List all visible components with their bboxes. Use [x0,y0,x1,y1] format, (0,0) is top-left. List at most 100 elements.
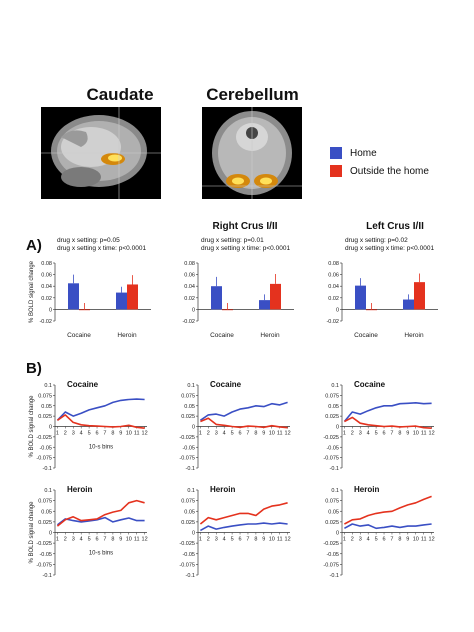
line-chart-2-series-line [199,401,288,421]
line-chart-4-y-tick-label: 0 [49,531,52,537]
bar-chart-1-category-label: Cocaine [67,332,91,339]
line-chart-6-y-tick-label: 0 [336,531,339,537]
bar-chart-3-y-tick-label: 0.08 [328,261,339,267]
bar-chart-1-y-tick-label: -0.02 [39,319,52,325]
line-chart-3-x-tick-label: 7 [390,431,393,437]
line-chart-3-x-tick-label: 8 [398,431,401,437]
bar-chart-1-y-tick-label: 0.08 [41,261,52,267]
line-chart-3-series-line [344,416,432,429]
line-chart-3-y-tick-label: 0.075 [325,393,339,399]
line-chart-3-y-tick-label: -0.05 [326,445,339,451]
line-chart-3-y-tick-label: -0.1 [330,466,339,472]
line-chart-5-x-tick-label: 5 [231,537,234,543]
line-chart-4-x-tick-label: 3 [72,537,75,543]
line-chart-5-series-line [199,502,288,525]
line-chart-5-y-tick-label: 0.1 [187,488,195,494]
line-chart-1-y-tick-label: 0.1 [44,383,52,389]
legend-outside-swatch [330,165,342,177]
bar-chart-2-y-tick-label: 0.06 [184,273,195,279]
line-chart-6-x-tick-label: 11 [421,537,427,543]
line-chart-2-y-tick-label: 0 [192,425,195,431]
left-crus-stats: drug x setting: p=0.02 drug x setting x … [345,237,434,253]
caudate-stats-line2: drug x setting x time: p<0.0001 [57,245,147,252]
line-chart-2-x-tick-label: 5 [231,431,234,437]
line-chart-2-y-tick-label: 0.025 [181,414,195,420]
line-chart-5-y-tick-label: -0.025 [179,541,195,547]
line-chart-4-y-tick-label: -0.025 [36,541,52,547]
line-chart-1-x-label: 10-s bins [89,445,113,451]
line-chart-4-series-line [56,516,145,526]
line-chart-3-y-tick-label: 0.05 [328,404,339,410]
line-chart-6-x-tick-label: 5 [375,537,378,543]
line-chart-4-y-tick-label: 0.075 [38,499,52,505]
line-chart-1-x-tick-label: 2 [64,431,67,437]
bar-chart-1-y-tick-label: 0.02 [41,296,52,302]
line-chart-4-x-tick-label: 4 [80,537,83,543]
caudate-title: Caudate [86,85,154,104]
line-chart-4-x-tick-label: 2 [64,537,67,543]
line-chart-1-y-tick-label: 0.025 [38,414,52,420]
legend-home-swatch [330,147,342,159]
line-chart-4-x-tick-label: 7 [103,537,106,543]
line-chart-3-x-tick-label: 9 [406,431,409,437]
bar-chart-3-y-tick-label: -0.02 [326,319,339,325]
panel-a-label: A) [26,237,42,254]
line-chart-4-x-tick-label: 12 [142,537,148,543]
line-chart-4-y-tick-label: -0.1 [43,573,52,579]
line-chart-1-x-tick-label: 12 [142,431,148,437]
bar-chart-1-y-label: % BOLD signal change [29,260,35,323]
cerebellum-brain-scan [202,107,302,199]
line-chart-3-x-tick-label: 4 [367,431,370,437]
line-chart-4-x-label: 10-s bins [89,551,113,557]
line-chart-2-title: Cocaine [210,380,242,389]
line-chart-3-x-tick-label: 5 [375,431,378,437]
left-crus-stats-line2: drug x setting x time: p<0.0001 [345,245,435,252]
left-crus-stats-line1: drug x setting: p=0.02 [345,237,408,244]
bar-chart-3-bar [414,282,425,310]
line-chart-5-x-tick-label: 11 [277,537,283,543]
line-chart-5-y-tick-label: 0.075 [181,499,195,505]
cerebellum-title: Cerebellum [206,85,299,104]
bar-chart-3-category-label: Cocaine [354,332,378,339]
left-crus-title: Left Crus I/II [366,221,424,232]
line-chart-6-x-tick-label: 10 [413,537,419,543]
line-chart-3-x-tick-label: 11 [421,431,427,437]
legend-outside: Outside the home [330,165,429,177]
line-chart-6-x-tick-label: 12 [429,537,435,543]
legend-home-label: Home [350,147,377,159]
line-chart-5-x-tick-label: 7 [246,537,249,543]
line-chart-6-x-tick-label: 6 [383,537,386,543]
bar-chart-2-y-tick-label: 0.04 [184,284,195,290]
caudate-stats-line1: drug x setting: p=0.05 [57,237,120,244]
bar-chart-2-y-tick-label: 0.02 [184,296,195,302]
line-chart-5-x-tick-label: 12 [285,537,291,543]
line-chart-5-x-tick-label: 1 [199,537,202,543]
line-chart-3-y-tick-label: 0.1 [331,383,339,389]
line-chart-6-x-tick-label: 3 [359,537,362,543]
bar-chart-2-category-label: Cocaine [210,332,234,339]
line-chart-4-x-tick-label: 8 [111,537,114,543]
bar-chart-2-bar [259,300,270,310]
bar-chart-3-y-tick-label: 0 [336,307,339,313]
bar-chart-3-y-tick-label: 0.06 [328,273,339,279]
line-chart-2-y-tick-label: -0.075 [179,456,195,462]
bar-chart-2-y-tick-label: 0 [192,307,195,313]
line-chart-5-x-tick-label: 3 [215,537,218,543]
bar-chart-1-bar [68,283,79,310]
line-chart-2-x-tick-label: 7 [246,431,249,437]
line-chart-3-title: Cocaine [354,380,386,389]
line-chart-2-y-tick-label: -0.05 [182,445,195,451]
line-chart-3-y-tick-label: -0.075 [323,456,339,462]
line-chart-5-y-tick-label: 0.05 [184,509,195,515]
line-chart-1-x-tick-label: 6 [96,431,99,437]
right-crus-title: Right Crus I/II [212,221,278,232]
line-chart-4-x-tick-label: 10 [126,537,132,543]
line-chart-6-y-tick-label: 0.05 [328,509,339,515]
line-chart-4-x-tick-label: 1 [56,537,59,543]
line-chart-2-x-tick-label: 1 [199,431,202,437]
line-chart-2-x-tick-label: 6 [239,431,242,437]
line-chart-3-y-tick-label: 0.025 [325,414,339,420]
line-chart-6-y-tick-label: 0.075 [325,499,339,505]
line-chart-1-y-label: % BOLD signal change [29,395,35,458]
line-chart-3-x-tick-label: 6 [383,431,386,437]
